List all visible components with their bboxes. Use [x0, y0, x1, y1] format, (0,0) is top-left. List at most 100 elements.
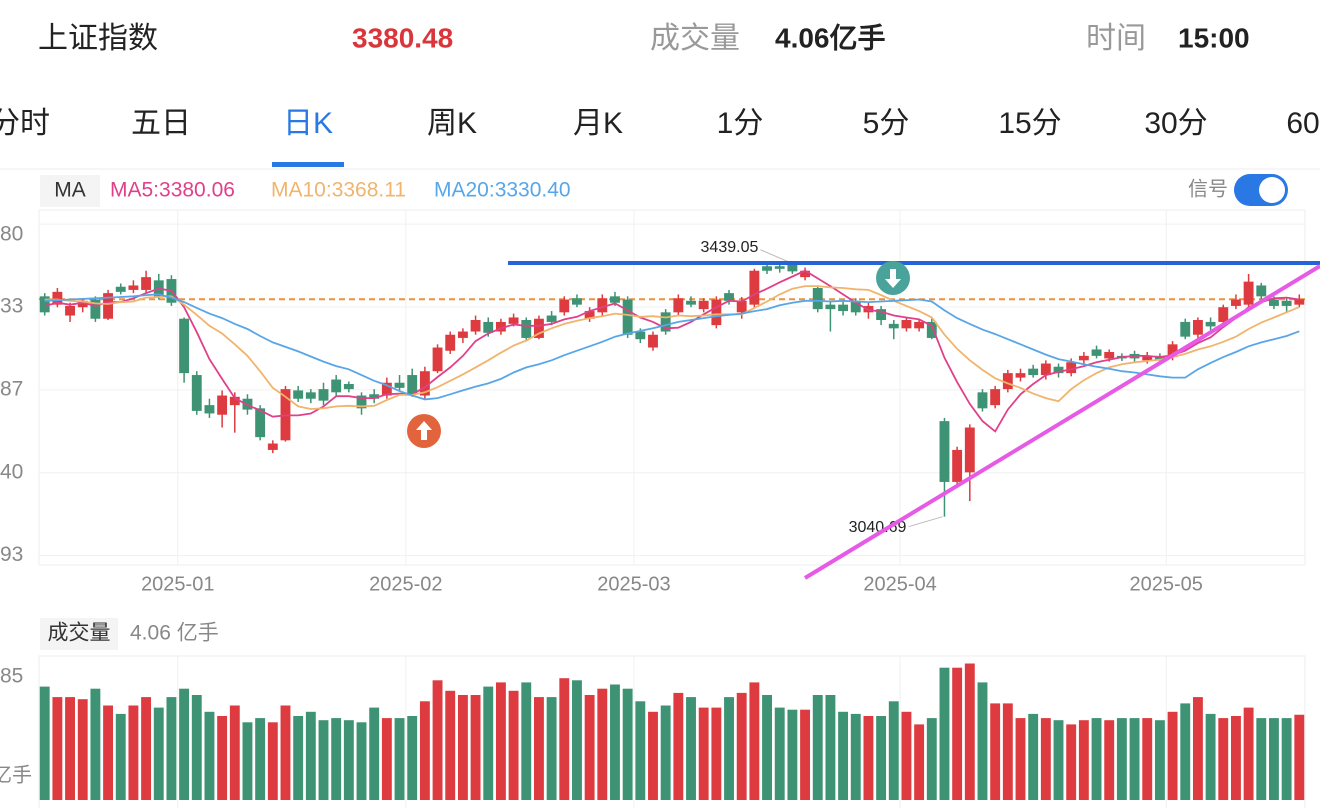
volume-bar [115, 713, 126, 800]
volume-bar [546, 697, 557, 800]
volume-bar [343, 720, 354, 800]
volume-bar [1104, 720, 1115, 800]
tab[interactable]: 1分 [717, 107, 764, 140]
volume-bar [800, 709, 811, 800]
candle-body [128, 285, 139, 290]
candle-body [52, 291, 63, 305]
volume-bar [77, 699, 88, 800]
candle-body [635, 331, 646, 340]
volume-bar [255, 718, 266, 800]
volume-bar [1116, 718, 1127, 800]
tab[interactable]: 15分 [998, 107, 1061, 140]
candle-body [103, 293, 114, 319]
candle-body [584, 311, 595, 319]
volume-bar [850, 713, 861, 800]
volume-chart-label: 成交量 [48, 622, 111, 645]
time-value: 15:00 [1178, 22, 1250, 53]
tab[interactable]: 月K [573, 107, 623, 140]
candle-body [533, 318, 544, 338]
candle-body [179, 318, 190, 374]
volume-bar [1129, 718, 1140, 800]
volume-bar [381, 718, 392, 800]
tab[interactable]: 周K [427, 107, 477, 140]
signal-toggle[interactable] [1234, 174, 1288, 206]
candle-body [217, 395, 228, 415]
volume-bar [204, 711, 215, 800]
candle-body [1002, 373, 1013, 390]
candle-body [419, 371, 430, 396]
volume-bar [495, 682, 506, 800]
candle-body [698, 300, 709, 310]
ma-line [44, 285, 1300, 410]
signal-label: 信号 [1188, 177, 1228, 200]
volume-bar [610, 684, 620, 800]
x-tick-label: 2025-05 [1130, 573, 1203, 595]
candle-body [39, 296, 50, 313]
volume-bar [153, 707, 164, 800]
candle-body [1028, 368, 1039, 376]
tab-bar: 分时 五日 日K 周K 月K 1分 5分 15分 30分 60分 [0, 107, 1320, 167]
candle-body [445, 334, 456, 351]
tab[interactable]: 分时 [0, 107, 50, 140]
tab[interactable]: 5分 [863, 107, 910, 140]
volume-bar [533, 697, 544, 800]
volume-bar [888, 701, 899, 800]
candle-body [65, 305, 75, 316]
candle-body [381, 382, 392, 396]
candle-body [952, 449, 963, 482]
volume-bar [724, 697, 734, 800]
volume-bar [65, 697, 75, 800]
time-label: 时间 [1086, 22, 1146, 55]
tab[interactable]: 60分 [1286, 107, 1320, 140]
volume-bar [457, 694, 468, 800]
tab[interactable]: 日K [283, 107, 333, 140]
volume-tick-label: 85 [0, 665, 23, 688]
y-tick-label: 80 [0, 223, 23, 246]
volume-bar [1154, 720, 1165, 800]
volume-bar [1028, 713, 1039, 800]
candle-body [407, 375, 418, 395]
tab-underline [272, 162, 344, 167]
volume-bar [1002, 703, 1013, 800]
plot: 80 33 87 40 93 2025-01 2025-02 2025-03 2025-04 20… [0, 209, 1306, 808]
volume-bar [470, 694, 481, 800]
volume-bar [521, 682, 532, 800]
volume-bar [445, 690, 456, 800]
candle-body [736, 300, 747, 313]
candle-body [964, 427, 975, 473]
candle-body [318, 389, 329, 401]
volume-bar [660, 705, 671, 800]
volume-label: 成交量 [650, 22, 740, 55]
volume-value: 4.06亿手 [775, 22, 886, 53]
candle-body [521, 320, 532, 338]
volume-bar [1142, 718, 1153, 800]
candle-body [1294, 299, 1305, 305]
candle-body [305, 392, 316, 399]
volume-bar [407, 715, 418, 800]
candle-body [1066, 362, 1077, 374]
volume-bar [926, 718, 937, 800]
candle-body [1015, 373, 1026, 378]
tab[interactable]: 30分 [1144, 107, 1207, 140]
candle-body [1230, 299, 1241, 306]
ma-box [40, 175, 100, 207]
legend-entry: MA5:3380.06 [110, 179, 235, 202]
volume-unit: 亿手 [0, 763, 32, 786]
high-label: 3439.05 [701, 239, 759, 256]
legend-entry: MA10:3368.11 [271, 179, 406, 202]
volume-bar [1281, 718, 1292, 800]
volume-bar [356, 722, 367, 800]
volume-bar [1180, 703, 1191, 800]
volume-bar [1078, 720, 1089, 800]
x-tick-label: 2025-03 [597, 573, 670, 595]
candle-body [648, 334, 658, 348]
volume-frame [38, 655, 1306, 808]
volume-bar [648, 711, 658, 800]
volume-bar [964, 663, 975, 800]
toggle-knob[interactable] [1259, 177, 1285, 203]
candle-body [660, 312, 671, 332]
tab[interactable]: 五日 [131, 107, 191, 140]
candle-body [508, 317, 519, 324]
